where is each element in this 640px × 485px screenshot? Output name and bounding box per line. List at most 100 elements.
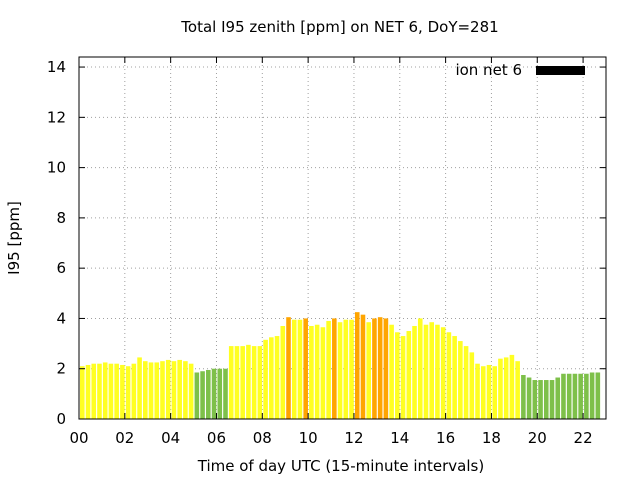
x-tick-label: 02	[115, 429, 134, 447]
bar	[377, 317, 383, 419]
bar	[291, 319, 297, 419]
bar	[257, 346, 263, 419]
bar	[366, 322, 371, 419]
bar	[326, 320, 331, 419]
bar	[188, 363, 194, 419]
bar	[314, 324, 320, 419]
bar	[566, 373, 572, 419]
bar	[463, 346, 469, 419]
x-tick-label: 22	[574, 429, 593, 447]
bar	[114, 363, 119, 419]
bar	[423, 324, 429, 419]
bar	[360, 314, 366, 419]
bar	[297, 319, 303, 419]
bar	[595, 372, 601, 419]
bar	[131, 363, 137, 419]
legend: ion net 6	[455, 61, 585, 79]
bar	[584, 373, 589, 419]
bar	[274, 336, 280, 419]
bar	[125, 366, 131, 419]
bar	[498, 358, 503, 419]
bar	[200, 371, 205, 419]
bar	[251, 346, 257, 419]
bar	[143, 361, 148, 419]
x-axis-label: Time of day UTC (15-minute intervals)	[197, 457, 484, 475]
y-tick-label: 8	[56, 209, 66, 227]
bar	[572, 373, 578, 419]
bar	[349, 319, 354, 419]
bar	[532, 380, 538, 419]
bar	[240, 346, 245, 419]
bar	[389, 324, 394, 419]
bar	[108, 363, 114, 419]
bar	[263, 339, 268, 419]
plot-frame	[78, 56, 607, 420]
y-tick-label: 2	[56, 360, 66, 378]
bar	[280, 325, 286, 419]
bar	[469, 352, 475, 419]
bar	[395, 332, 400, 419]
bar	[354, 312, 360, 419]
bar	[337, 322, 343, 419]
bar	[417, 318, 423, 419]
y-tick-label: 12	[47, 108, 66, 126]
bar	[400, 336, 406, 419]
bar	[561, 373, 566, 419]
bar	[372, 318, 377, 419]
bar	[503, 357, 509, 419]
bar	[80, 366, 85, 419]
bar	[286, 317, 291, 419]
bar	[246, 344, 251, 419]
bar	[177, 359, 182, 419]
legend-label: ion net 6	[455, 61, 522, 79]
bar	[332, 318, 337, 419]
y-tick-label: 6	[56, 259, 66, 277]
bar	[91, 363, 97, 419]
bar	[102, 362, 108, 419]
bar-series	[80, 312, 601, 419]
bar	[223, 368, 228, 419]
y-tick-label: 4	[56, 309, 66, 327]
bar	[412, 325, 417, 419]
bar	[160, 361, 165, 419]
bar	[555, 377, 561, 419]
bar	[486, 364, 492, 419]
bar	[97, 363, 102, 419]
bar	[521, 375, 526, 419]
bar	[154, 362, 160, 419]
bar	[206, 369, 211, 419]
bar	[171, 361, 177, 419]
x-tick-label: 18	[482, 429, 501, 447]
bar	[589, 372, 595, 419]
x-tick-label: 00	[69, 429, 88, 447]
bar	[549, 380, 555, 419]
bar	[269, 337, 274, 419]
bar	[492, 366, 498, 419]
bar	[475, 363, 480, 419]
x-tick-label: 12	[344, 429, 363, 447]
bar	[85, 364, 91, 419]
bar	[137, 357, 142, 419]
y-tick-label: 0	[56, 410, 66, 428]
bar	[526, 377, 532, 419]
bar	[303, 318, 308, 419]
bar	[452, 336, 457, 419]
bar	[320, 327, 326, 419]
bar	[578, 373, 583, 419]
bar	[217, 368, 223, 419]
chart-title: Total I95 zenith [ppm] on NET 6, DoY=281	[180, 18, 498, 36]
bar	[435, 324, 440, 419]
bar	[120, 364, 125, 419]
bar	[543, 380, 549, 419]
x-tick-label: 14	[390, 429, 409, 447]
x-tick-label: 08	[253, 429, 272, 447]
y-tick-label: 14	[47, 58, 66, 76]
bar	[480, 366, 486, 419]
x-tick-label: 04	[161, 429, 180, 447]
bar	[515, 361, 520, 419]
bar	[446, 332, 452, 419]
grid-lines	[79, 57, 606, 419]
bar	[183, 361, 188, 419]
bar	[509, 354, 515, 419]
